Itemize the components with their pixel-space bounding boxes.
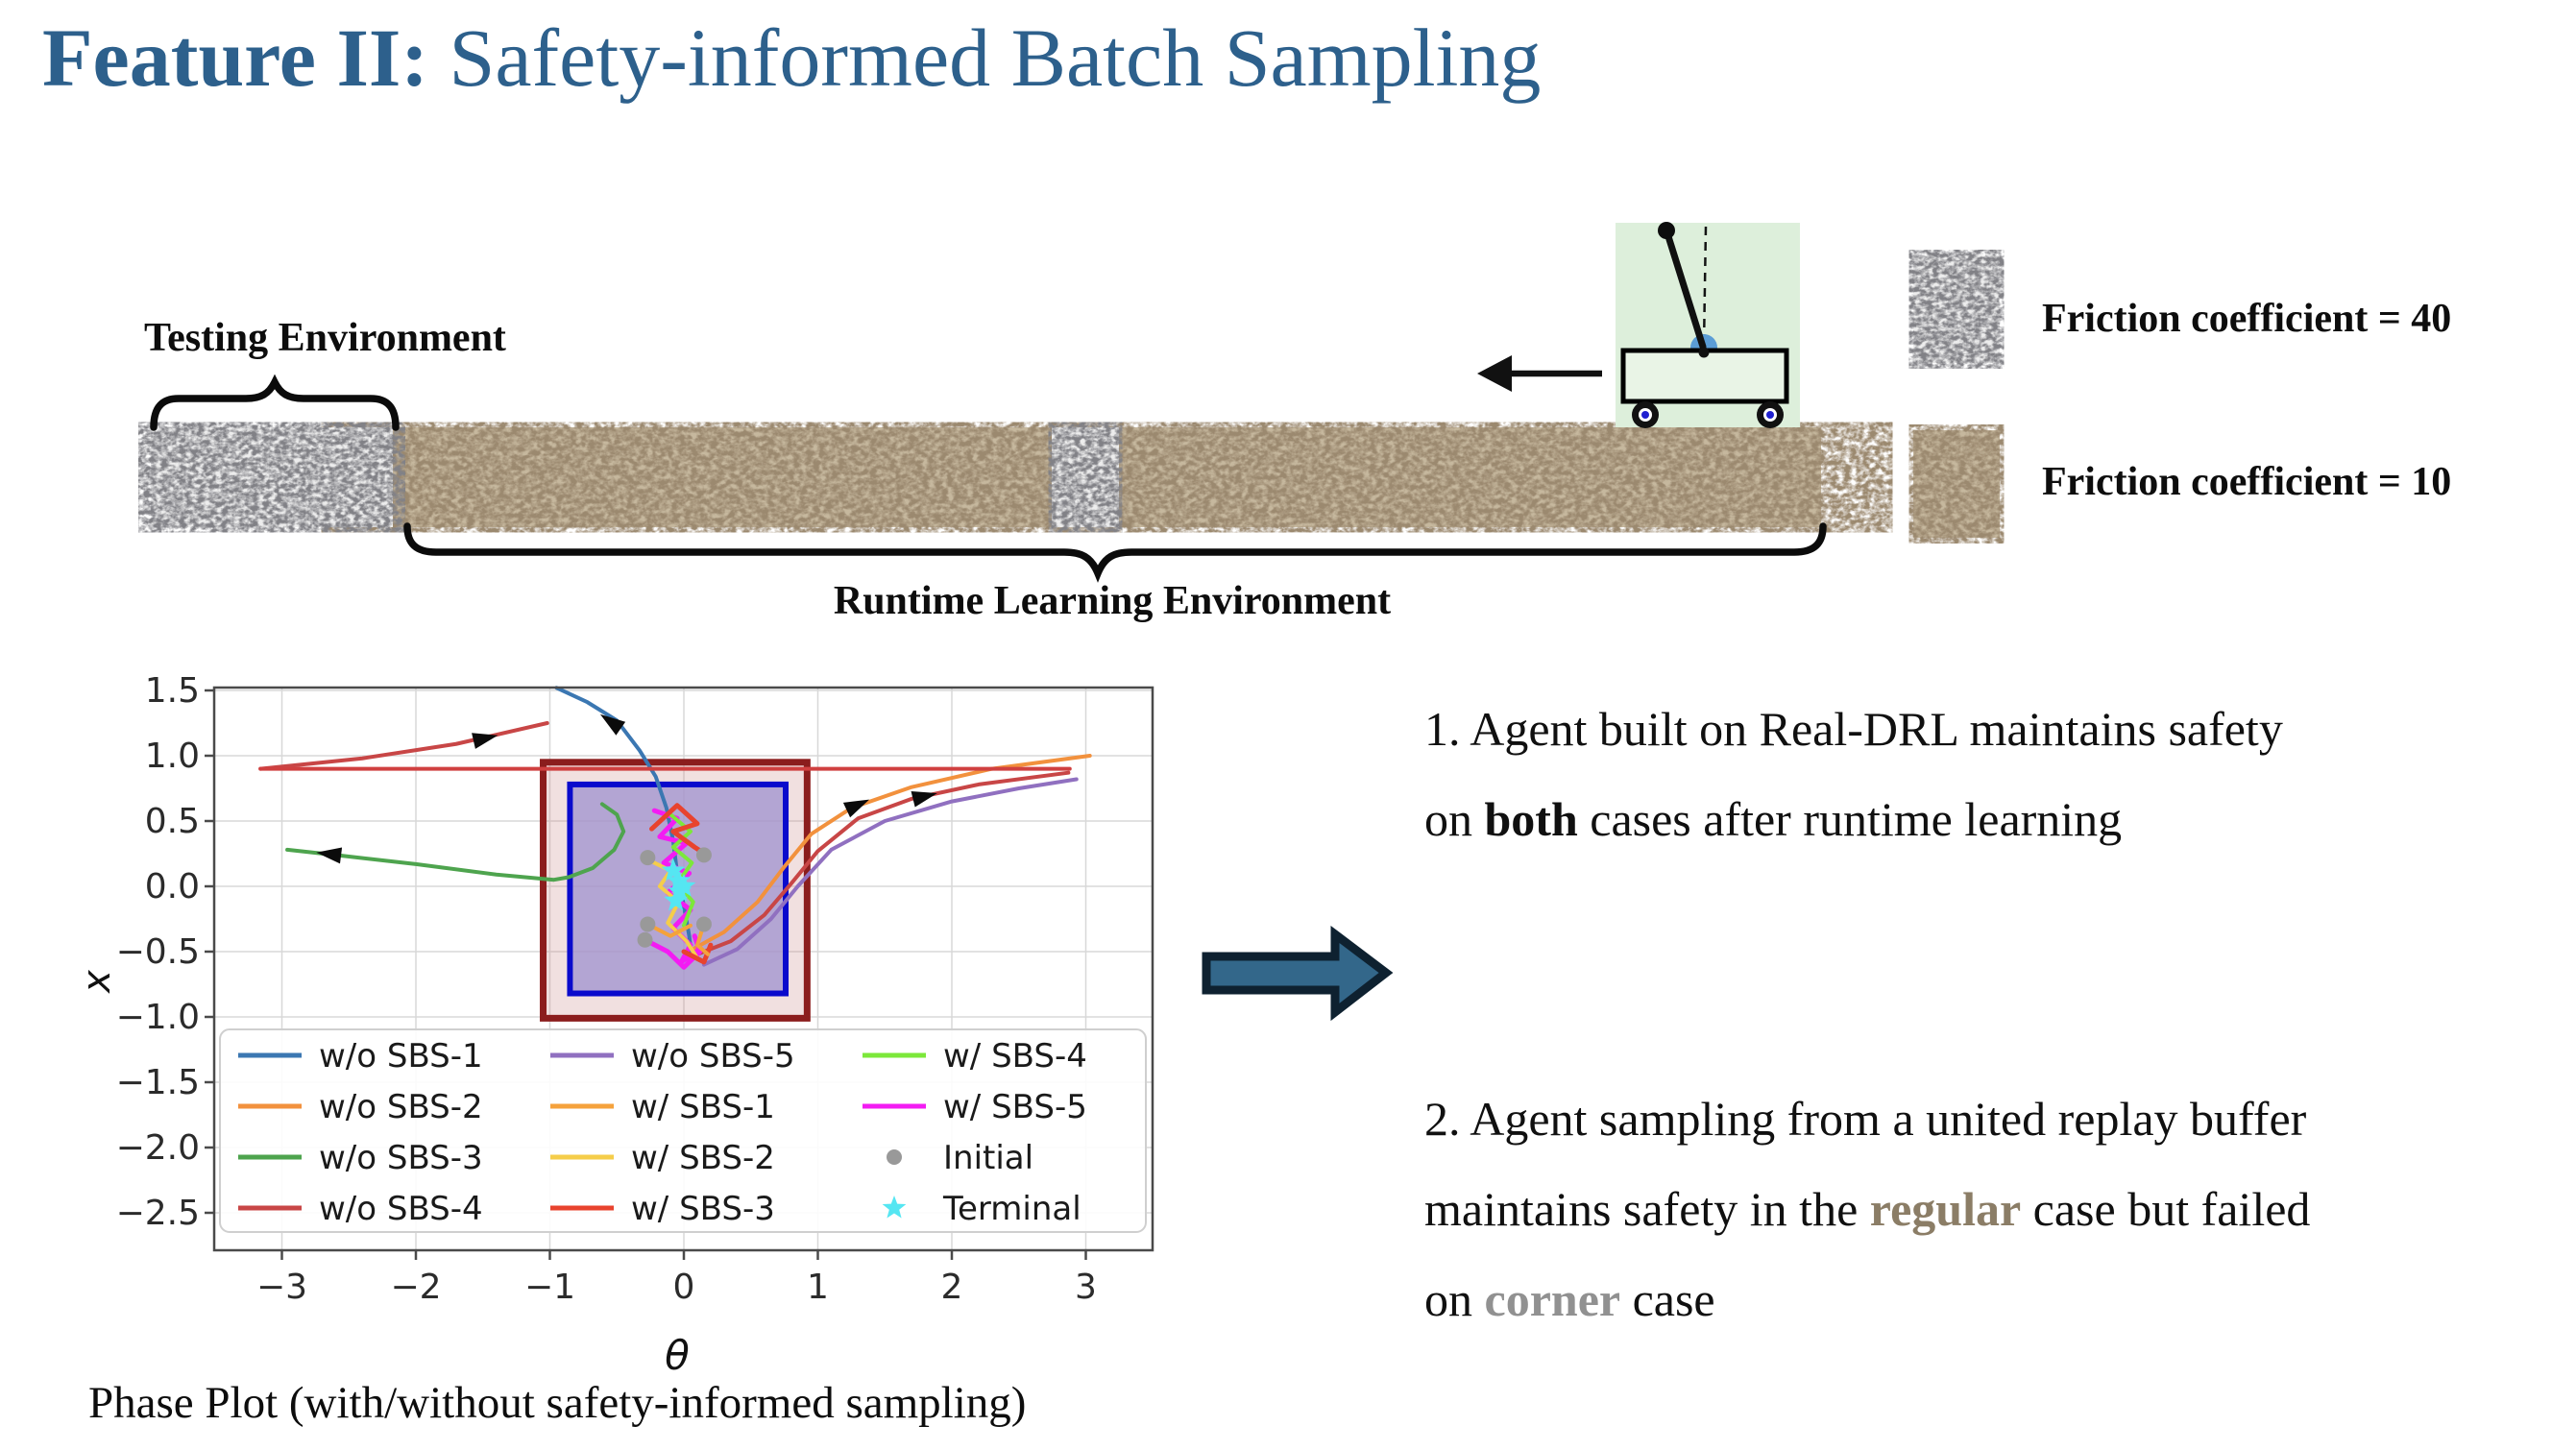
trajectory-direction-arrow [316, 847, 343, 864]
slide-title-rest: Safety-informed Batch Sampling [428, 12, 1542, 104]
y-axis-label: x [77, 970, 119, 995]
trajectory-w/o SBS-3 [285, 802, 626, 882]
finding-item-2: 2. Agent sampling from a united replay b… [1424, 1074, 2576, 1344]
svg-text:−2.0: −2.0 [116, 1128, 200, 1168]
tick-marks [205, 689, 1087, 1260]
svg-text:w/ SBS-3: w/ SBS-3 [631, 1190, 775, 1228]
svg-text:w/o SBS-2: w/o SBS-2 [319, 1088, 483, 1126]
x-tick-labels: −3 −2 −1 0 1 2 3 [256, 1268, 1097, 1307]
svg-text:−1: −1 [524, 1268, 575, 1307]
svg-text:w/o SBS-3: w/o SBS-3 [319, 1139, 483, 1177]
cart-wheel-left [1632, 401, 1659, 428]
terminal-state-star [667, 868, 691, 892]
svg-text:0.0: 0.0 [145, 867, 200, 906]
testing-environment-label: Testing Environment [144, 316, 506, 360]
trajectory-w/o SBS-5 [701, 777, 1079, 967]
runtime-environment-label: Runtime Learning Environment [833, 579, 1392, 623]
svg-text:Initial: Initial [943, 1139, 1033, 1177]
svg-text:w/ SBS-4: w/ SBS-4 [943, 1037, 1087, 1075]
svg-text:−2.5: −2.5 [116, 1194, 200, 1233]
svg-text:−1.0: −1.0 [116, 998, 200, 1037]
finding-2-line-2: maintains safety in the regular case but… [1424, 1182, 2311, 1236]
pivot-pin [1698, 347, 1710, 358]
cartpole-figure [1616, 222, 1800, 428]
terminal-legend-marker [882, 1196, 907, 1219]
terminal-state-star [664, 888, 688, 911]
initial-state-dot [637, 931, 653, 948]
initial-state-dot [695, 847, 712, 863]
friction-strip-track [151, 427, 1821, 527]
initial-terminal-markers [637, 847, 712, 948]
phase-plot: −3 −2 −1 0 1 2 3 1.5 1.0 0.5 0.0 −0.5 −1… [77, 672, 1154, 1379]
svg-text:w/o SBS-4: w/o SBS-4 [319, 1190, 483, 1228]
direction-arrows [316, 713, 937, 864]
slide-title: Feature II: Safety-informed Batch Sampli… [42, 10, 1541, 106]
slide-title-prefix: Feature II: [42, 12, 429, 104]
finding-2-line-3: on corner case [1424, 1272, 1715, 1326]
svg-text:w/ SBS-2: w/ SBS-2 [631, 1139, 775, 1177]
pole-reference-dashed-line [1702, 226, 1708, 347]
friction-40-label: Friction coefficient = 40 [2042, 297, 2452, 341]
svg-text:w/ SBS-1: w/ SBS-1 [631, 1088, 775, 1126]
trajectory-w/o SBS-4 exit [694, 770, 1071, 956]
trajectory-w/ SBS-3 b [681, 942, 714, 965]
svg-text:2: 2 [941, 1268, 963, 1307]
friction-10-label: Friction coefficient = 10 [2042, 460, 2452, 504]
terminal-state-star [661, 858, 686, 882]
svg-text:−3: −3 [256, 1268, 307, 1307]
trajectory-w/ SBS-1 a [645, 922, 693, 938]
svg-text:1.0: 1.0 [145, 737, 200, 776]
svg-text:0.5: 0.5 [145, 802, 200, 841]
trajectory-direction-arrow [599, 713, 626, 736]
terminal-state-star [668, 879, 693, 902]
trajectory-direction-arrow [911, 791, 937, 808]
cart-motion-arrow-icon [1477, 355, 1602, 392]
x-axis-label: θ [665, 1332, 690, 1379]
trajectory-direction-arrow [842, 799, 870, 818]
y-tick-labels: 1.5 1.0 0.5 0.0 −0.5 −1.0 −1.5 −2.0 −2.5 [116, 672, 200, 1233]
runtime-environment-brace [403, 522, 1827, 583]
testing-environment-brace [150, 374, 400, 431]
svg-text:−1.5: −1.5 [116, 1063, 200, 1102]
initial-state-dot [640, 850, 656, 866]
flow-arrow-icon [1202, 925, 1394, 1022]
svg-text:−0.5: −0.5 [116, 932, 200, 972]
trajectory-direction-arrow [472, 733, 498, 749]
svg-text:1: 1 [807, 1268, 829, 1307]
svg-text:−2: −2 [390, 1268, 441, 1307]
finding-2-line-1: 2. Agent sampling from a united replay b… [1424, 1092, 2307, 1146]
svg-text:0: 0 [673, 1268, 695, 1307]
initial-legend-marker [887, 1149, 902, 1165]
svg-text:Terminal: Terminal [942, 1190, 1081, 1228]
svg-text:w/ SBS-5: w/ SBS-5 [943, 1088, 1087, 1126]
finding-1-line-2: on both cases after runtime learning [1424, 792, 2123, 846]
pole-tip [1658, 222, 1675, 239]
svg-text:w/o SBS-1: w/o SBS-1 [319, 1037, 483, 1075]
cart-body [1620, 348, 1789, 404]
plot-caption: Phase Plot (with/without safety-informed… [88, 1378, 1027, 1428]
plot-legend: w/o SBS-1 w/o SBS-2 w/o SBS-3 w/o SBS-4 … [219, 1028, 1147, 1233]
svg-text:w/o SBS-5: w/o SBS-5 [631, 1037, 795, 1075]
finding-1-line-1: 1. Agent built on Real-DRL maintains saf… [1424, 702, 2283, 756]
initial-state-dot [640, 916, 656, 932]
svg-text:3: 3 [1075, 1268, 1097, 1307]
trajectory-w/o SBS-4 wrap [258, 721, 549, 771]
initial-state-dot [695, 916, 712, 932]
trajectory-w/o SBS-2 [691, 754, 1092, 952]
trajectory-w/ SBS-3 a [649, 803, 706, 856]
trajectory-w/ SBS-4 [668, 812, 695, 928]
friction-swatch-10 [1913, 430, 2000, 538]
pole [1664, 230, 1707, 350]
friction-swatch-40 [1913, 255, 2000, 363]
terminal-state-star [671, 874, 696, 897]
cart-wheel-right [1757, 401, 1784, 428]
svg-text:1.5: 1.5 [145, 672, 200, 711]
finding-item-1: 1. Agent built on Real-DRL maintains saf… [1424, 684, 2576, 864]
